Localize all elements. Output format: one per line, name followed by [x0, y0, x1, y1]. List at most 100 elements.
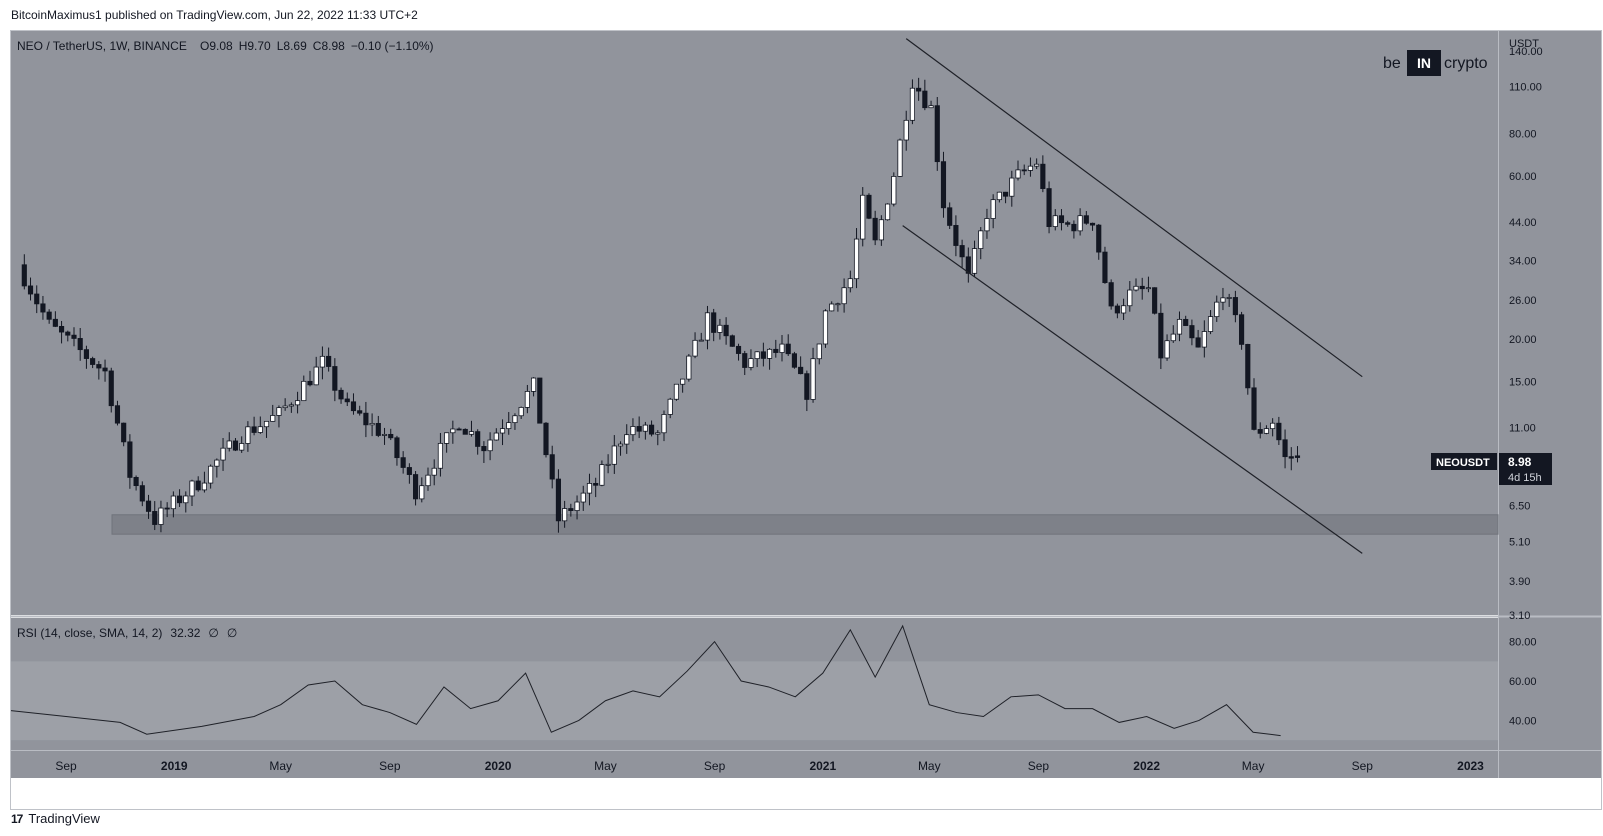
candle-body — [940, 161, 947, 209]
candle-body — [1226, 297, 1232, 299]
candle-body — [158, 507, 164, 525]
legend-c-label: C — [313, 39, 322, 53]
price-tick-label: 3.90 — [1509, 576, 1530, 588]
candle-body — [1164, 340, 1170, 359]
time-axis[interactable]: Sep 2019 May Sep 2020 May Sep 2021 May Sep 2022 May… — [55, 759, 1484, 773]
logo-crypto: crypto — [1444, 55, 1488, 72]
candle-body — [990, 199, 996, 219]
candle-body — [636, 426, 642, 432]
rsi-value: 32.32 — [170, 626, 200, 640]
candle-body — [1046, 188, 1052, 227]
time-tick-label: 2022 — [1133, 759, 1160, 773]
legend-open: 9.08 — [209, 39, 233, 53]
candle-body — [288, 404, 294, 407]
candle-body — [431, 467, 437, 476]
candle-body — [338, 389, 344, 400]
candle-body — [251, 426, 257, 433]
legend-ohlc: O9.08 H9.70 L8.69 C8.98 −0.10 (−1.10%) — [200, 39, 434, 53]
candle-body — [226, 440, 232, 449]
candle-body — [605, 463, 611, 466]
candle-body — [953, 225, 959, 246]
footer-brand[interactable]: 17 TradingView — [11, 811, 100, 826]
candle-body — [704, 312, 711, 341]
candle-body — [450, 428, 456, 434]
candle-body — [1114, 305, 1120, 314]
candle-body — [947, 207, 953, 226]
rsi-tick-label: 80.00 — [1509, 637, 1537, 649]
candle-body — [177, 495, 183, 504]
candle-body — [170, 495, 176, 510]
candle-body — [1158, 312, 1164, 359]
candle-body — [1201, 331, 1207, 348]
channel-upper-line — [905, 38, 1363, 378]
legend-l-label: L — [277, 39, 284, 53]
candle-body — [661, 414, 667, 434]
candle-body — [1189, 325, 1195, 339]
candle-body — [270, 415, 276, 422]
candle-body — [1127, 289, 1133, 307]
candle-body — [332, 366, 338, 391]
rsi-na-2: ∅ — [227, 626, 237, 640]
candle-body — [729, 335, 735, 347]
candle-body — [624, 434, 630, 445]
rsi-axis[interactable]: 80.00 60.00 40.00 — [1509, 637, 1537, 728]
candle-body — [599, 464, 605, 486]
candle-body — [543, 422, 549, 456]
candle-body — [425, 474, 431, 487]
price-tick-label: 60.00 — [1509, 171, 1537, 183]
price-tick-label: 26.00 — [1509, 295, 1537, 307]
candle-body — [1139, 285, 1145, 290]
candle-body — [145, 500, 152, 512]
candle-body — [381, 433, 388, 436]
candle-body — [1108, 282, 1114, 307]
price-axis-bg[interactable] — [1499, 31, 1601, 750]
price-tick-label: 5.10 — [1509, 536, 1530, 548]
candle-body — [1239, 314, 1245, 345]
time-tick-label: May — [594, 759, 617, 773]
candle-body — [1207, 316, 1214, 332]
candle-body — [437, 442, 443, 469]
price-tick-label: 80.00 — [1509, 129, 1537, 141]
candle-body — [456, 428, 462, 431]
time-tick-label: 2020 — [485, 759, 512, 773]
candle-body — [1270, 422, 1276, 430]
logo-box — [1407, 50, 1441, 76]
price-tag-bg — [1499, 453, 1552, 485]
candle-body — [1071, 223, 1077, 232]
candle-body — [90, 358, 96, 365]
candle-body — [301, 380, 307, 402]
candle-body — [369, 423, 375, 426]
candle-body — [406, 467, 412, 475]
candle-body — [1083, 215, 1089, 224]
candle-body — [282, 405, 288, 409]
candle-body — [1251, 387, 1257, 430]
candle-body — [872, 217, 878, 241]
rsi-na-1: ∅ — [208, 626, 218, 640]
candle-body — [183, 495, 189, 504]
rsi-legend: RSI (14, close, SMA, 14, 2) 32.32 ∅ ∅ — [17, 626, 237, 640]
price-tick-label: 20.00 — [1509, 334, 1537, 346]
candle-body — [537, 377, 543, 424]
candle-body — [885, 203, 891, 221]
published-caption: BitcoinMaximus1 published on TradingView… — [11, 8, 418, 22]
candle-body — [102, 367, 108, 372]
candle-body — [394, 437, 400, 459]
candle-body — [816, 343, 822, 360]
time-axis-bg[interactable] — [11, 751, 1601, 778]
candle-body — [1232, 297, 1238, 316]
candle-body — [891, 176, 897, 205]
candle-body — [518, 407, 524, 417]
candle-body — [804, 373, 810, 400]
candle-body — [363, 412, 369, 426]
candle-body — [1282, 439, 1288, 458]
candle-body — [878, 219, 884, 241]
candle-body — [419, 485, 425, 500]
candle-body — [487, 439, 493, 452]
candle-body — [350, 401, 357, 412]
candle-body — [214, 459, 220, 467]
candle-body — [810, 358, 816, 400]
candle-body — [866, 194, 872, 219]
price-axis[interactable]: 140.00 110.00 80.00 60.00 44.00 34.00 26.00 20.… — [1509, 46, 1543, 622]
time-tick-label: May — [1242, 759, 1265, 773]
